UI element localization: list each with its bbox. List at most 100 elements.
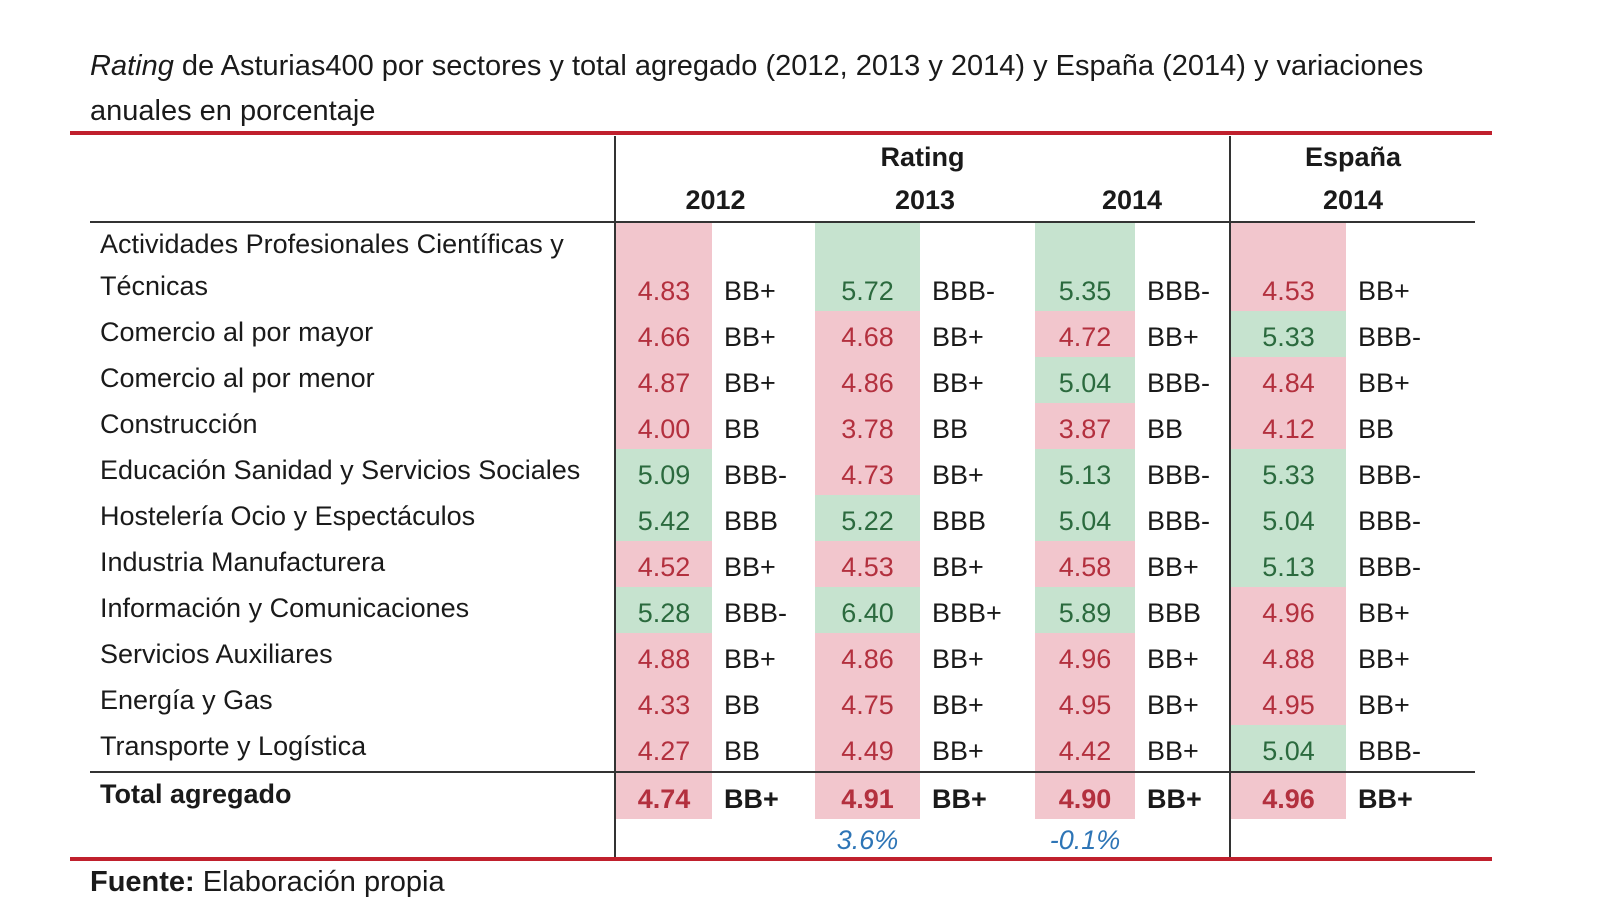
data-row: Construcción 4.00 BB 3.78 BB 3.87 BB 4.12 BB (90, 403, 1475, 449)
score: 4.52 (614, 541, 712, 587)
sector-name: Total agregado (90, 771, 615, 819)
rating: BB+ (1147, 736, 1199, 766)
score: 4.88 (614, 633, 712, 679)
rating: BBB- (724, 598, 788, 628)
score: 5.04 (1229, 725, 1347, 772)
score: 3.78 (815, 403, 920, 449)
score: 4.91 (815, 771, 920, 819)
year-label: 2014 (1035, 179, 1231, 223)
rating: BB+ (1135, 771, 1231, 819)
rating: BBB- (1358, 460, 1422, 490)
rating: BB+ (932, 322, 984, 352)
score: 4.96 (1229, 771, 1347, 819)
data-row: Actividades Profesionales Científicas y … (90, 222, 1475, 311)
rating: BBB- (724, 460, 788, 490)
rating: BB+ (920, 771, 1035, 819)
score: 4.12 (1229, 403, 1347, 449)
rating: BBB- (1358, 506, 1422, 536)
year-label: 2013 (815, 179, 1035, 223)
blank (920, 819, 1035, 861)
sector-name: Transporte y Logística (100, 731, 367, 761)
score: 5.22 (815, 495, 920, 541)
header-row: Rating España (90, 136, 1476, 223)
blank (1135, 819, 1230, 861)
score: 4.75 (815, 679, 920, 725)
rating: BB (932, 414, 969, 444)
data-row: Información y Comunicaciones 5.28 BBB- 6.40… (90, 587, 1475, 633)
score: 4.00 (614, 403, 712, 449)
rating: BBB- (932, 276, 996, 306)
rating: BBB- (1358, 552, 1422, 582)
score: 5.33 (1229, 311, 1347, 357)
header-empty (90, 136, 615, 223)
variation-row: 3.6% -0.1% (90, 819, 1476, 861)
score: 5.42 (614, 495, 712, 541)
rule-top (70, 131, 1492, 135)
header-row: 2012 2013 2014 2014 (90, 179, 1476, 223)
group-label: España (1229, 136, 1476, 179)
sector-name: Información y Comunicaciones (100, 593, 470, 623)
data-row: Comercio al por menor 4.87 BB+ 4.86 BB+ 5.04 B… (90, 357, 1475, 403)
rating: BB+ (1358, 644, 1410, 674)
rating: BB (724, 414, 761, 444)
rating: BBB- (1358, 322, 1422, 352)
score: 4.66 (614, 311, 712, 357)
sector-name: Hostelería Ocio y Espectáculos (100, 501, 476, 531)
sector-name: Construcción (100, 409, 258, 439)
score: 4.96 (1035, 633, 1135, 679)
score: 4.86 (815, 357, 920, 403)
rating: BB+ (1358, 598, 1410, 628)
rating: BB+ (1147, 322, 1199, 352)
rating: BB+ (932, 368, 984, 398)
source-label: Fuente: (90, 866, 195, 898)
title-italic: Rating (90, 50, 174, 82)
score: 4.95 (1229, 679, 1347, 725)
score: 4.96 (1229, 587, 1347, 633)
rule-bottom (70, 857, 1492, 861)
rating: BB+ (724, 644, 776, 674)
score: 4.68 (815, 311, 920, 357)
rating-table: Rating España 2012 2013 2014 2014 Actividades … (90, 136, 1476, 861)
source: Fuente: Elaboración propia (90, 866, 445, 899)
rating: BBB- (1147, 460, 1211, 490)
rating: BB+ (1358, 276, 1410, 306)
score: 5.04 (1229, 495, 1347, 541)
score: 4.53 (815, 541, 920, 587)
rating: BBB- (1358, 736, 1422, 766)
rating: BB+ (1147, 644, 1199, 674)
score: 4.74 (614, 771, 712, 819)
rating: BBB (1147, 598, 1202, 628)
score: 5.72 (815, 222, 920, 311)
score: 5.04 (1035, 495, 1135, 541)
score: 5.33 (1229, 449, 1347, 495)
sector-name: Industria Manufacturera (100, 547, 386, 577)
rating: BBB- (1147, 506, 1211, 536)
rating: BB+ (932, 552, 984, 582)
sector-name: Comercio al por mayor (100, 317, 374, 347)
score: 4.72 (1035, 311, 1135, 357)
data-row: Transporte y Logística 4.27 BB 4.49 BB+ 4.42 B… (90, 725, 1475, 772)
score: 4.83 (614, 222, 712, 311)
blank (614, 819, 815, 861)
rating: BBB+ (932, 598, 1002, 628)
data-row: Educación Sanidad y Servicios Sociales 5.… (90, 449, 1475, 495)
year-label: 2012 (614, 179, 815, 223)
score: 4.42 (1035, 725, 1135, 772)
score: 4.88 (1229, 633, 1347, 679)
score: 4.87 (614, 357, 712, 403)
score: 5.13 (1229, 541, 1347, 587)
group-label: Rating (613, 136, 1231, 179)
sector-name: Comercio al por menor (100, 363, 375, 393)
data-row: Servicios Auxiliares 4.88 BB+ 4.86 BB+ 4.96 BB… (90, 633, 1475, 679)
rating: BB+ (932, 736, 984, 766)
score: 4.49 (815, 725, 920, 772)
rating: BB+ (1147, 552, 1199, 582)
rating: BB+ (1346, 771, 1476, 819)
blank (90, 819, 615, 861)
score: 5.35 (1035, 222, 1135, 311)
rating: BB+ (932, 690, 984, 720)
rating: BB+ (932, 644, 984, 674)
title-text: de Asturias400 por sectores y total agre… (90, 50, 1424, 127)
source-text: Elaboración propia (202, 866, 445, 898)
rating: BBB- (1147, 368, 1211, 398)
